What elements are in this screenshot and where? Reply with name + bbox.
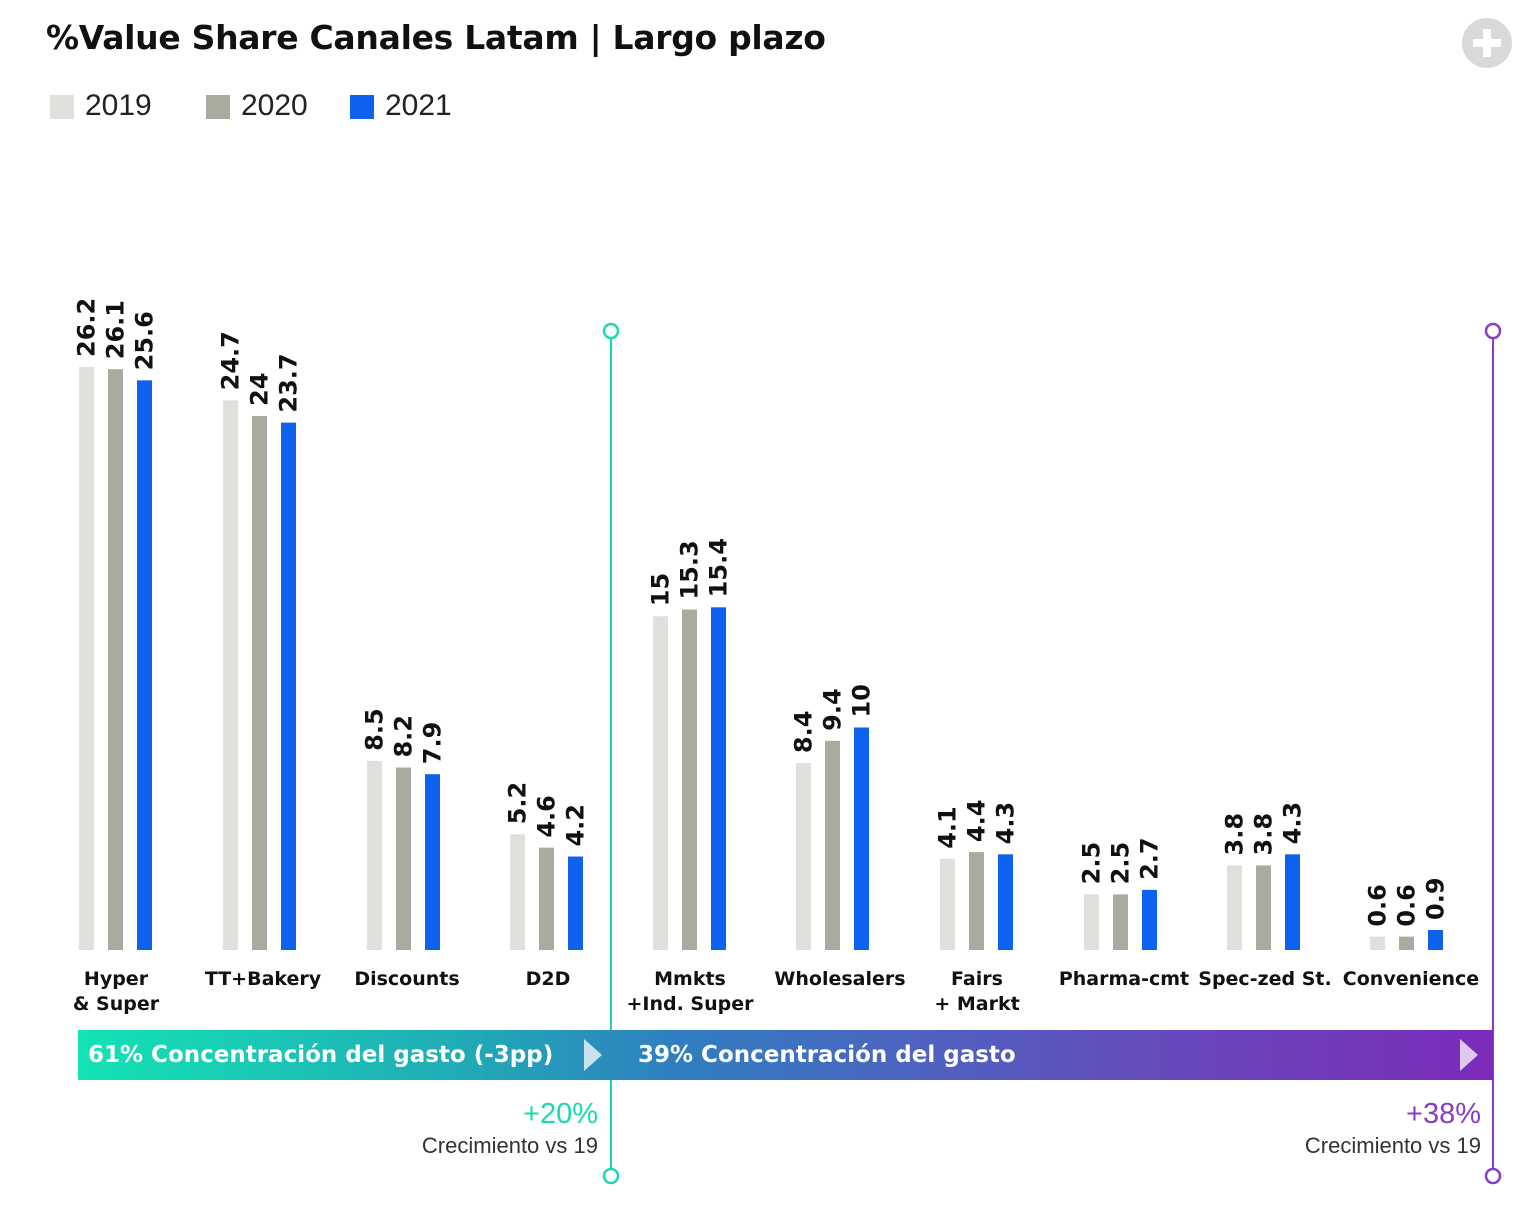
category-label-7: Pharma-cmt — [1059, 968, 1189, 990]
category-label-6: + Markt — [934, 993, 1019, 1015]
bar-2019-6 — [940, 858, 955, 950]
bar-2020-5 — [825, 740, 840, 950]
value-label-2021-0: 25.6 — [131, 311, 159, 370]
chart-title: %Value Share Canales Latam | Largo plazo — [46, 18, 826, 57]
legend-label-2020: 2020 — [241, 89, 308, 122]
bar-2020-1 — [252, 415, 267, 950]
bar-2021-3 — [568, 856, 583, 950]
legend-swatch-2021 — [350, 95, 374, 119]
bar-2019-8 — [1227, 865, 1242, 950]
legend-swatch-2020 — [206, 95, 230, 119]
value-label-2021-9: 0.9 — [1422, 877, 1450, 920]
value-label-2019-7: 2.5 — [1078, 842, 1106, 885]
value-label-2020-1: 24 — [246, 373, 274, 406]
legend-swatch-2019 — [50, 95, 74, 119]
bar-2020-6 — [969, 852, 984, 950]
bar-2021-2 — [425, 774, 440, 950]
growth-left-pct: +20% — [523, 1098, 598, 1130]
bar-2019-9 — [1370, 936, 1385, 950]
category-label-1: TT+Bakery — [205, 968, 322, 990]
value-label-2020-2: 8.2 — [390, 715, 418, 758]
bar-2019-5 — [796, 763, 811, 950]
value-label-2019-3: 5.2 — [504, 782, 532, 825]
growth-right-label: Crecimiento vs 19 — [1304, 1133, 1481, 1158]
value-label-2019-0: 26.2 — [73, 298, 101, 357]
value-label-2020-4: 15.3 — [676, 540, 704, 599]
category-label-0: Hyper — [84, 968, 149, 990]
band-left-text: 61% Concentración del gasto (-3pp) — [88, 1042, 554, 1068]
value-label-2019-5: 8.4 — [790, 711, 818, 754]
legend-label-2019: 2019 — [85, 89, 152, 122]
category-label-8: Spec-zed St. — [1198, 968, 1331, 990]
band-left-arrow-icon — [584, 1039, 602, 1071]
value-label-2019-4: 15 — [647, 573, 675, 606]
value-label-2021-3: 4.2 — [562, 804, 590, 847]
value-label-2019-1: 24.7 — [217, 331, 245, 390]
value-label-2021-4: 15.4 — [705, 538, 733, 597]
growth-left: +20% Crecimiento vs 19 — [422, 1097, 598, 1161]
bar-2020-8 — [1256, 865, 1271, 950]
category-label-2: Discounts — [354, 968, 459, 990]
value-label-2020-7: 2.5 — [1107, 842, 1135, 885]
bar-2019-4 — [653, 616, 668, 950]
growth-left-label: Crecimiento vs 19 — [421, 1133, 598, 1158]
bar-2019-2 — [367, 760, 382, 950]
bar-2020-0 — [108, 369, 123, 950]
growth-right: +38% Crecimiento vs 19 — [1305, 1097, 1481, 1161]
category-label-4: +Ind. Super — [626, 993, 754, 1015]
bar-2020-4 — [682, 609, 697, 950]
concentration-band: 61% Concentración del gasto (-3pp) 39% C… — [78, 1030, 1493, 1080]
value-label-2021-6: 4.3 — [992, 802, 1020, 845]
value-label-2020-6: 4.4 — [963, 800, 991, 843]
bar-2021-8 — [1285, 854, 1300, 950]
bar-2020-3 — [539, 847, 554, 950]
value-label-2019-6: 4.1 — [934, 806, 962, 849]
category-label-5: Wholesalers — [774, 968, 905, 990]
value-label-2019-9: 0.6 — [1364, 884, 1392, 927]
category-label-4: Mmkts — [654, 968, 726, 990]
value-label-2019-2: 8.5 — [361, 708, 389, 751]
bar-2021-1 — [281, 422, 296, 950]
bar-2021-9 — [1428, 929, 1443, 950]
value-label-2021-8: 4.3 — [1279, 802, 1307, 845]
bar-2021-4 — [711, 607, 726, 950]
bar-2020-9 — [1399, 936, 1414, 950]
bar-2021-5 — [854, 727, 869, 950]
value-label-2019-8: 3.8 — [1221, 813, 1249, 856]
bar-2020-7 — [1113, 894, 1128, 950]
category-label-6: Fairs — [951, 968, 1003, 990]
category-label-0: & Super — [73, 993, 160, 1015]
divider-line-purple — [1484, 322, 1502, 1185]
bar-2021-7 — [1142, 889, 1157, 950]
band-right-text: 39% Concentración del gasto — [638, 1042, 1016, 1068]
value-label-2021-1: 23.7 — [275, 353, 303, 412]
bar-2019-3 — [510, 834, 525, 950]
bar-2019-0 — [79, 367, 94, 950]
band-right-arrow-icon — [1460, 1039, 1478, 1071]
value-label-2020-8: 3.8 — [1250, 813, 1278, 856]
bar-2021-6 — [998, 854, 1013, 950]
value-label-2020-9: 0.6 — [1393, 884, 1421, 927]
value-label-2020-3: 4.6 — [533, 795, 561, 838]
category-label-9: Convenience — [1343, 968, 1479, 990]
value-label-2021-7: 2.7 — [1136, 837, 1164, 880]
bar-2019-7 — [1084, 894, 1099, 950]
value-label-2020-0: 26.1 — [102, 300, 130, 359]
plus-icon[interactable] — [1462, 18, 1512, 68]
value-label-2020-5: 9.4 — [819, 688, 847, 731]
value-label-2021-2: 7.9 — [419, 722, 447, 765]
bar-2021-0 — [137, 380, 152, 950]
legend-label-2021: 2021 — [385, 89, 452, 122]
bar-2019-1 — [223, 400, 238, 950]
category-label-3: D2D — [526, 968, 571, 990]
bar-2020-2 — [396, 767, 411, 950]
value-label-2021-5: 10 — [848, 684, 876, 717]
growth-right-pct: +38% — [1406, 1098, 1481, 1130]
